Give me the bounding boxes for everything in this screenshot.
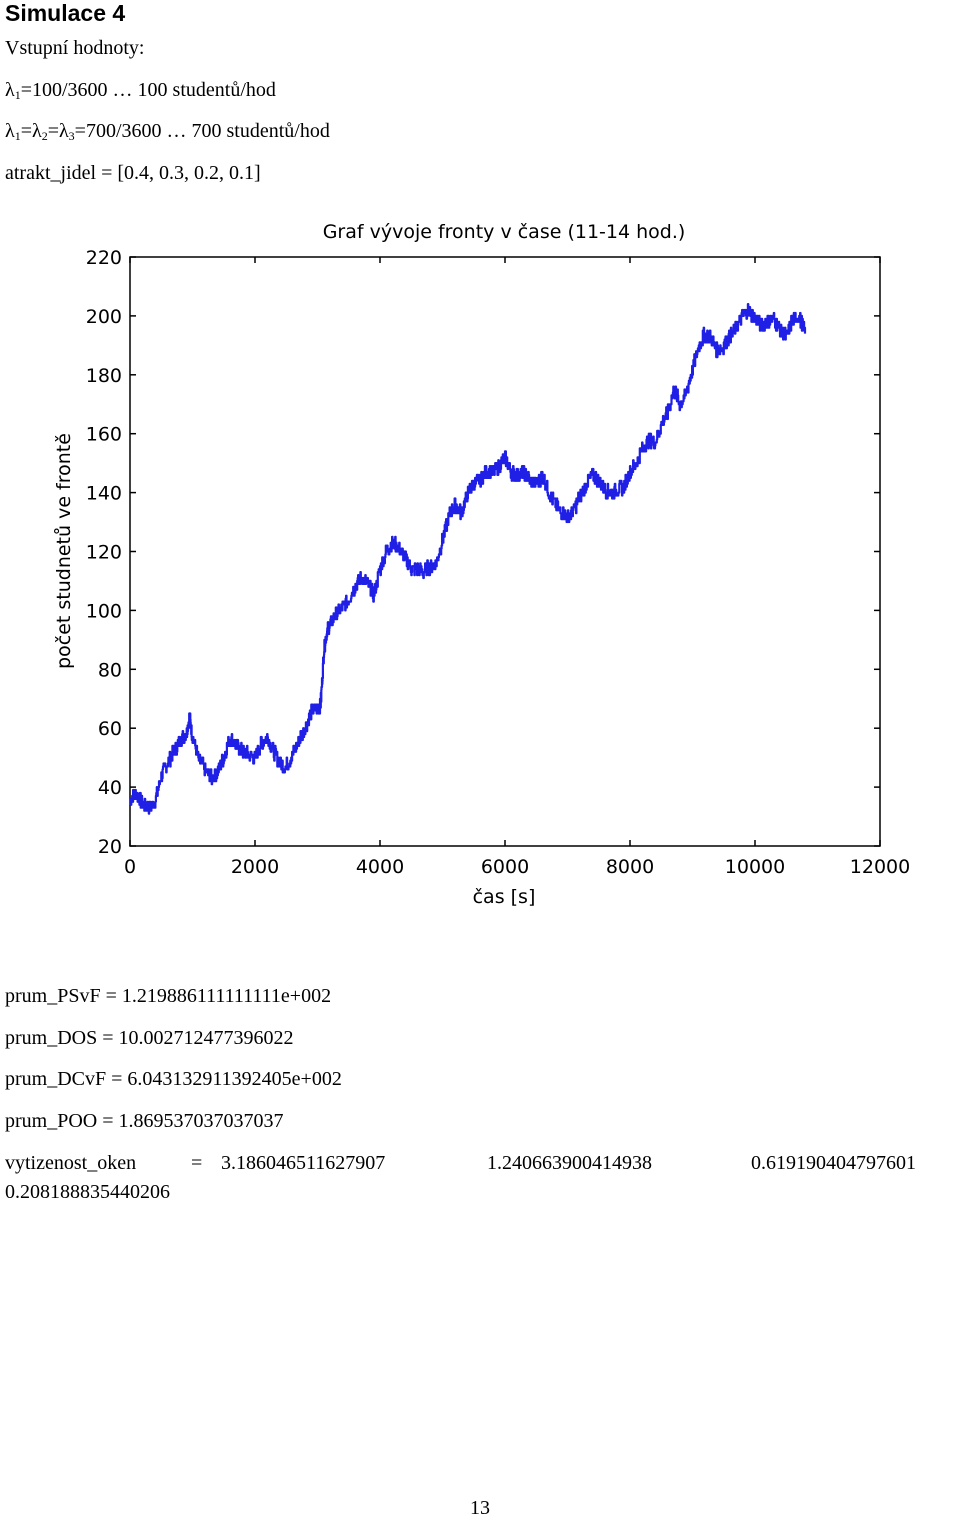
lambda1-subscript: 1 bbox=[14, 88, 21, 102]
lambda-multi-part-a: λ bbox=[5, 120, 15, 142]
lambda1-value: =100/3600 … 100 studentů/hod bbox=[20, 79, 276, 101]
y-tick-label: 60 bbox=[98, 718, 122, 740]
vytizenost-value-4: 0.208188835440206 bbox=[5, 1181, 170, 1203]
y-tick-label: 120 bbox=[86, 542, 122, 564]
result-poo: prum_POO = 1.869537037037037 bbox=[5, 1110, 284, 1132]
y-axis-ticks: 20 40 60 80 100 120 140 160 180 200 220 bbox=[86, 247, 880, 858]
lambda-multi-value: =700/3600 … 700 studentů/hod bbox=[74, 120, 330, 142]
x-axis-ticks: 0 2000 4000 6000 8000 10000 12000 bbox=[124, 257, 910, 878]
lambda1-line: λ1=100/3600 … 100 studentů/hod bbox=[5, 78, 276, 102]
x-tick-label: 12000 bbox=[850, 856, 910, 878]
x-tick-label: 0 bbox=[124, 856, 136, 878]
lambda-multi-part-c: =λ bbox=[47, 120, 69, 142]
x-tick-label: 8000 bbox=[606, 856, 654, 878]
y-tick-label: 80 bbox=[98, 659, 122, 681]
lambda1-symbol: λ bbox=[5, 79, 15, 101]
y-tick-label: 20 bbox=[98, 836, 122, 858]
inputs-label: Vstupní hodnoty: bbox=[5, 37, 145, 59]
y-tick-label: 40 bbox=[98, 777, 122, 799]
attract-line: atrakt_jidel = [0.4, 0.3, 0.2, 0.1] bbox=[5, 162, 261, 184]
lambda-multi-line: λ1=λ2=λ3=700/3600 … 700 studentů/hod bbox=[5, 119, 330, 143]
x-tick-label: 4000 bbox=[356, 856, 404, 878]
page-number: 13 bbox=[470, 1497, 490, 1519]
y-tick-label: 100 bbox=[86, 600, 122, 622]
lambda-multi-part-b: =λ bbox=[20, 120, 42, 142]
y-tick-label: 220 bbox=[86, 247, 122, 269]
queue-chart-svg: Graf vývoje fronty v čase (11-14 hod.) 0… bbox=[53, 221, 910, 908]
chart-title: Graf vývoje fronty v čase (11-14 hod.) bbox=[323, 221, 686, 243]
queue-series-line bbox=[129, 302, 807, 815]
x-axis-label: čas [s] bbox=[473, 886, 536, 908]
lambda-multi-sub2: 2 bbox=[41, 129, 48, 143]
x-tick-label: 2000 bbox=[231, 856, 279, 878]
vytizenost-equals: = bbox=[191, 1152, 203, 1174]
y-tick-label: 160 bbox=[86, 424, 122, 446]
lambda-multi-sub1: 1 bbox=[14, 129, 21, 143]
x-tick-label: 6000 bbox=[481, 856, 529, 878]
queue-chart: Graf vývoje fronty v čase (11-14 hod.) 0… bbox=[0, 205, 960, 925]
vytizenost-value-3: 0.619190404797601 bbox=[751, 1152, 916, 1174]
y-tick-label: 200 bbox=[86, 306, 122, 328]
section-heading: Simulace 4 bbox=[5, 0, 126, 26]
y-tick-label: 140 bbox=[86, 483, 122, 505]
vytizenost-value-2: 1.240663900414938 bbox=[487, 1152, 652, 1174]
y-tick-label: 180 bbox=[86, 365, 122, 387]
x-tick-label: 10000 bbox=[725, 856, 785, 878]
vytizenost-value-1: 3.186046511627907 bbox=[221, 1152, 386, 1174]
lambda-multi-sub3: 3 bbox=[68, 129, 75, 143]
result-psvf: prum_PSvF = 1.219886111111111e+002 bbox=[5, 985, 332, 1007]
y-axis-label: počet studnetů ve frontě bbox=[53, 433, 75, 669]
result-dcvf: prum_DCvF = 6.043132911392405e+002 bbox=[5, 1068, 342, 1090]
result-dos: prum_DOS = 10.002712477396022 bbox=[5, 1027, 294, 1049]
vytizenost-label: vytizenost_oken bbox=[5, 1152, 137, 1174]
